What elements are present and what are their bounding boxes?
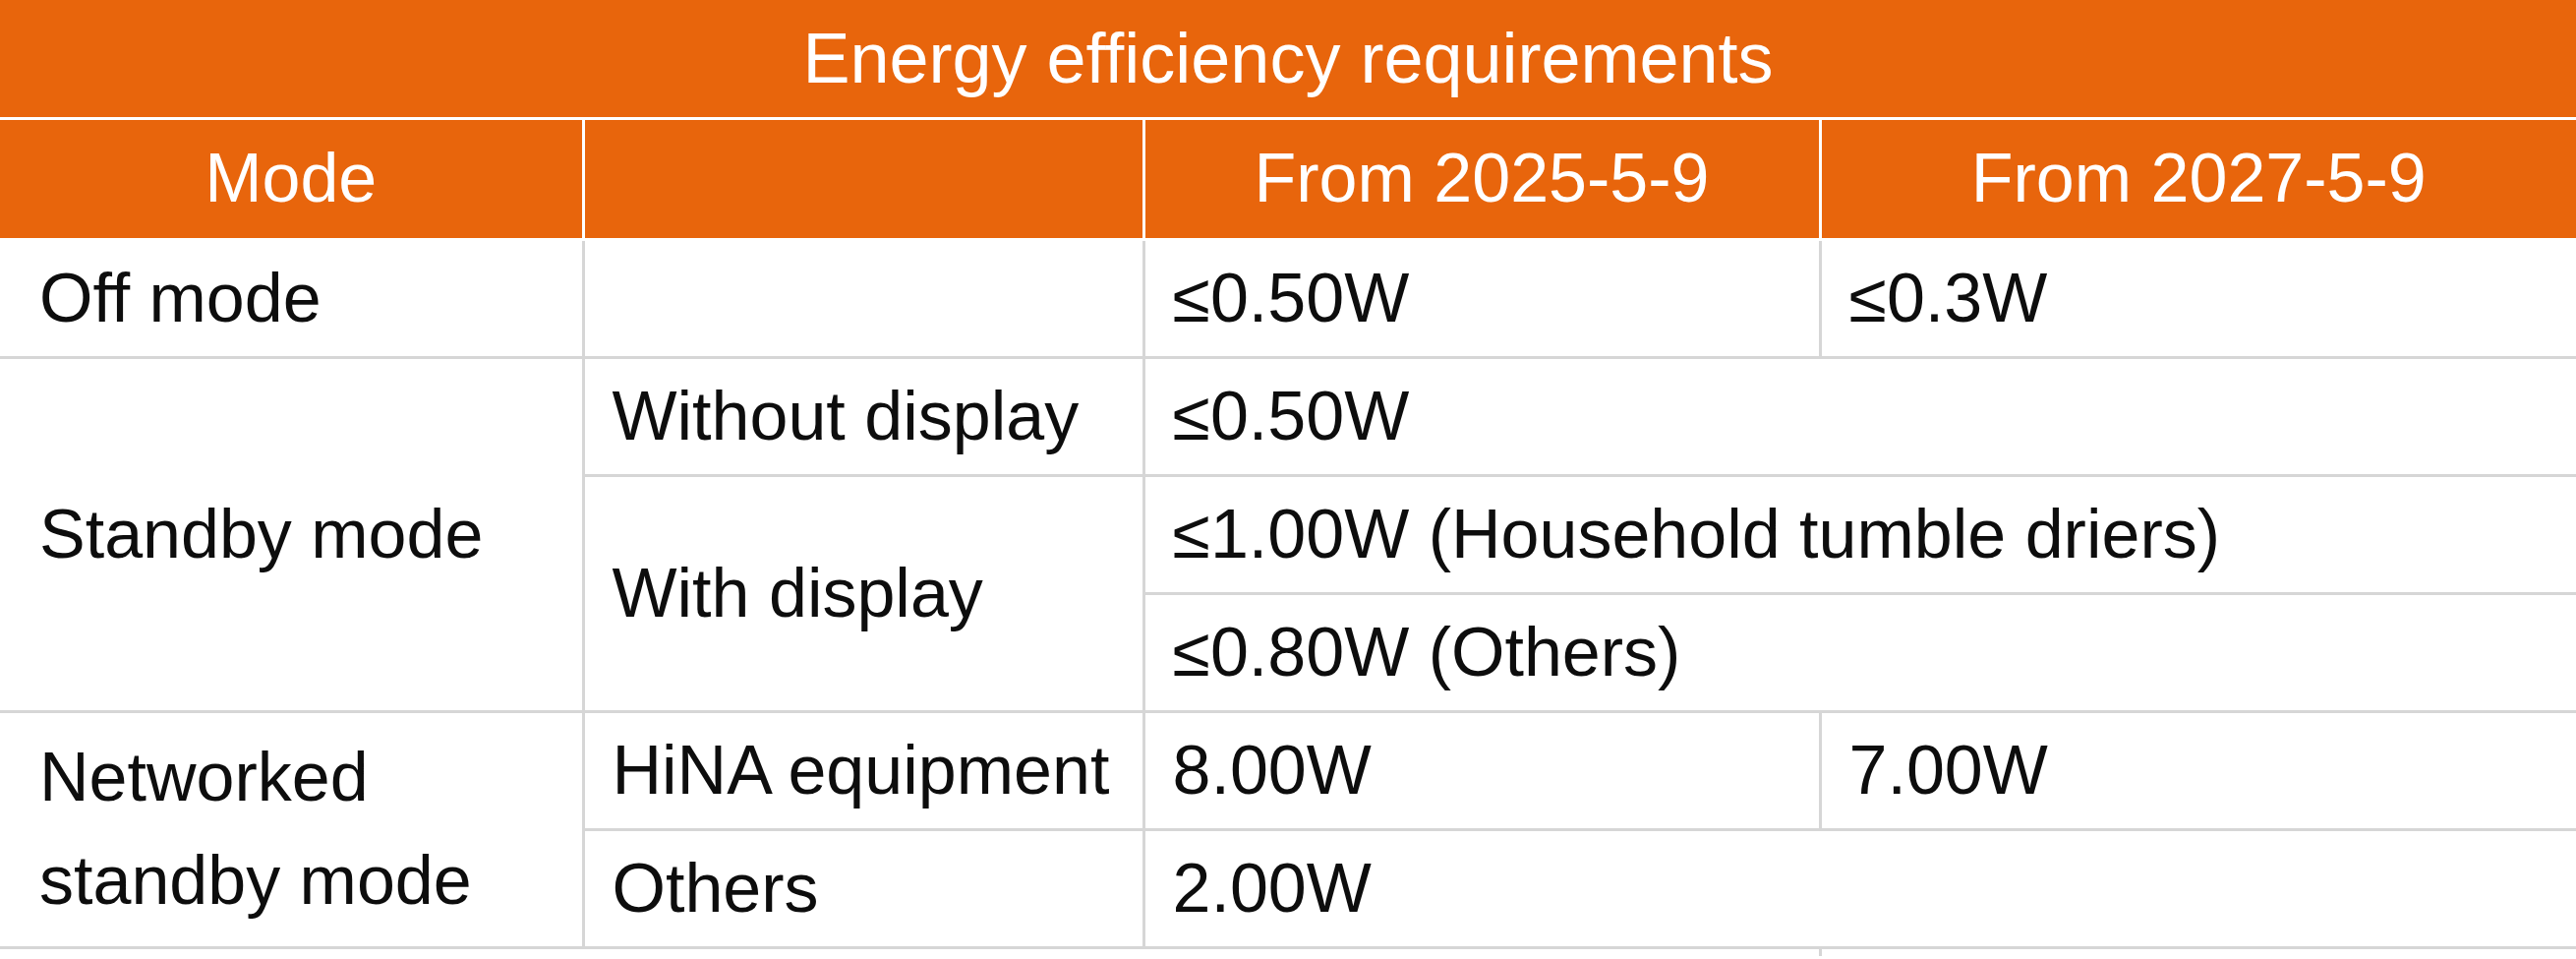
column-header-from-2027-5-9: From 2027-5-9 (1820, 118, 2576, 239)
cell-without-display-value: ≤0.50W (1143, 357, 2576, 475)
cell-off-mode-2025-value: ≤0.50W (1143, 239, 1820, 357)
cutoff-cell (1820, 947, 2576, 956)
table-title: Energy efficiency requirements (0, 0, 2576, 118)
column-header-from-2025-5-9: From 2025-5-9 (1143, 118, 1820, 239)
column-header-blank (583, 118, 1143, 239)
cell-hina-2025-value: 8.00W (1143, 711, 1820, 829)
cell-hina-2027-value: 7.00W (1820, 711, 2576, 829)
column-header-mode: Mode (0, 118, 583, 239)
cell-networked-standby-mode-label: Networked standby mode (0, 711, 583, 947)
cell-others-label: Others (583, 829, 1143, 947)
energy-efficiency-table: Energy efficiency requirements Mode From… (0, 0, 2576, 956)
table-row-standby-without-display: Standby mode Without display ≤0.50W (0, 357, 2576, 475)
table-title-row: Energy efficiency requirements (0, 0, 2576, 118)
table-row-networked-hina: Networked standby mode HiNA equipment 8.… (0, 711, 2576, 829)
cell-standby-mode-label: Standby mode (0, 357, 583, 711)
cutoff-cell (0, 947, 583, 956)
cell-with-display-tumble-driers-value: ≤1.00W (Household tumble driers) (1143, 475, 2576, 593)
cutoff-cell (1143, 947, 1820, 956)
cell-without-display-label: Without display (583, 357, 1143, 475)
cell-off-mode-2027-value: ≤0.3W (1820, 239, 2576, 357)
table-row-off-mode: Off mode ≤0.50W ≤0.3W (0, 239, 2576, 357)
cell-off-mode-label: Off mode (0, 239, 583, 357)
cell-with-display-label: With display (583, 475, 1143, 711)
cell-others-value: 2.00W (1143, 829, 2576, 947)
table-row-cutoff (0, 947, 2576, 956)
cell-with-display-others-value: ≤0.80W (Others) (1143, 593, 2576, 711)
cell-hina-equipment-label: HiNA equipment (583, 711, 1143, 829)
cutoff-cell (583, 947, 1143, 956)
table-header-row: Mode From 2025-5-9 From 2027-5-9 (0, 118, 2576, 239)
cell-off-mode-blank (583, 239, 1143, 357)
